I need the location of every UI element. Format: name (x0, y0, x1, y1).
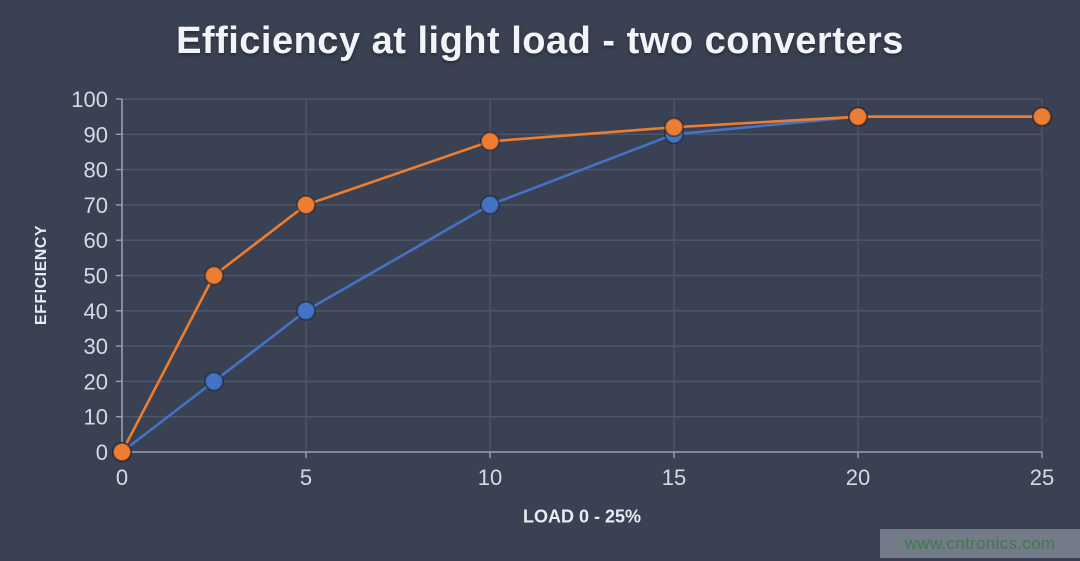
x-tick-label: 10 (478, 465, 502, 490)
x-tick-label: 25 (1030, 465, 1054, 490)
data-point-orange-converter (664, 117, 684, 138)
series-line-blue-converter (120, 115, 1044, 454)
y-tick-label: 30 (84, 334, 108, 359)
series-line-orange-converter (120, 115, 1044, 454)
y-tick-label: 50 (84, 264, 108, 289)
data-point-orange-converter (848, 106, 868, 127)
y-tick-label: 0 (96, 440, 108, 465)
data-point-orange-converter (204, 265, 224, 286)
y-tick-label: 60 (84, 228, 108, 253)
x-tick-label: 15 (662, 465, 686, 490)
x-tick-label: 20 (846, 465, 870, 490)
watermark: www.cntronics.com (880, 529, 1080, 558)
data-point-orange-converter (296, 194, 316, 215)
data-point-orange-converter (480, 131, 500, 152)
y-tick-label: 20 (84, 369, 108, 394)
data-point-blue-converter (204, 371, 224, 392)
y-tick-label: 10 (84, 405, 108, 430)
y-tick-label: 100 (71, 87, 108, 112)
data-point-blue-converter (296, 300, 316, 321)
x-axis-title: LOAD 0 - 25% (522, 506, 642, 527)
watermark-text: www.cntronics.com (904, 534, 1056, 553)
data-point-orange-converter (1032, 106, 1052, 127)
y-tick-label: 40 (84, 299, 108, 324)
y-tick-label: 70 (84, 193, 108, 218)
chart-title: Efficiency at light load - two converter… (176, 20, 904, 62)
y-tick-label: 80 (84, 158, 108, 183)
data-point-orange-converter (112, 442, 132, 462)
y-tick-label: 90 (84, 122, 108, 147)
x-tick-label: 0 (116, 465, 128, 490)
x-tick-label: 5 (300, 465, 312, 490)
data-point-blue-converter (480, 194, 500, 215)
